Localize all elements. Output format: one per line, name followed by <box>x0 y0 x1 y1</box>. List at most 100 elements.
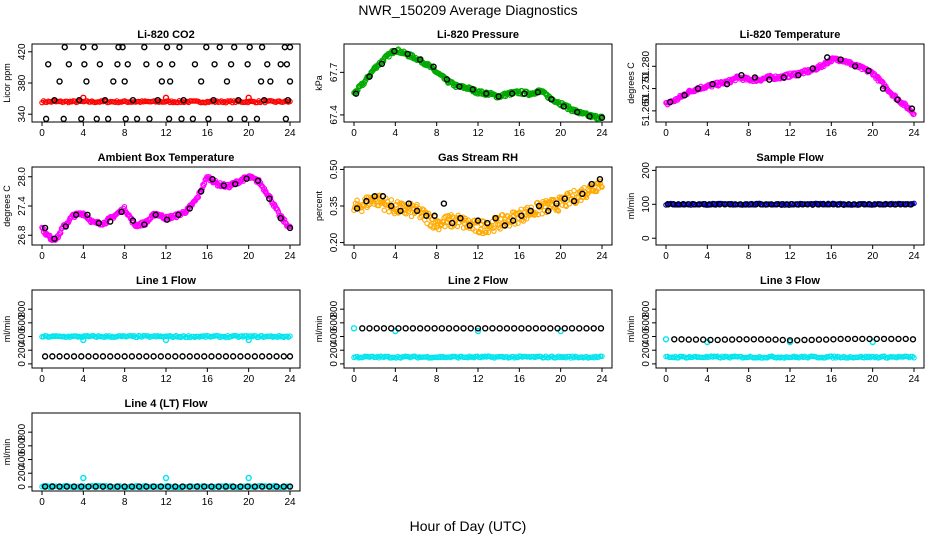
series-0 <box>351 178 605 237</box>
data-point <box>416 325 424 332</box>
data-point <box>395 325 402 332</box>
data-point <box>492 214 499 222</box>
data-point <box>477 229 483 236</box>
data-point <box>590 325 597 332</box>
data-point <box>378 60 386 68</box>
x-tick-label: 0 <box>663 374 669 385</box>
y-tick-label: 200 <box>17 464 28 481</box>
data-point <box>179 483 186 490</box>
y-tick-label: 420 <box>17 43 28 60</box>
x-tick-label: 24 <box>596 374 608 385</box>
data-point <box>172 483 179 490</box>
series-1 <box>80 474 252 482</box>
figure-title: NWR_150209 Average Diagnostics <box>358 2 578 18</box>
data-point <box>414 201 420 208</box>
y-axis-label: ml/min <box>314 316 324 343</box>
x-tick-label: 12 <box>160 497 172 508</box>
data-point <box>193 483 201 490</box>
data-point <box>801 336 808 344</box>
data-point <box>121 483 128 490</box>
data-point <box>186 353 193 360</box>
series-1 <box>353 175 604 229</box>
data-point <box>879 85 887 92</box>
data-point <box>80 43 87 51</box>
y-tick-label: 26.8 <box>17 225 28 245</box>
x-tick-label: 16 <box>202 374 214 385</box>
data-point <box>118 208 125 216</box>
data-point <box>723 80 731 88</box>
y-tick-label: 51.270 <box>641 73 652 104</box>
data-point <box>495 93 502 100</box>
data-point <box>156 61 164 68</box>
plot-frame <box>31 412 301 492</box>
series-2 <box>671 335 917 344</box>
data-point <box>115 43 122 51</box>
data-point <box>168 61 176 68</box>
data-point <box>523 216 530 222</box>
data-point <box>808 336 815 344</box>
data-point <box>223 78 231 85</box>
panel-3: Ambient Box Temperature degrees C 0 4 8 12 16 2… <box>2 152 301 262</box>
data-point <box>409 325 417 332</box>
data-point <box>287 333 293 339</box>
data-point <box>404 50 411 58</box>
y-tick-label: 600 <box>641 314 652 331</box>
panel-1: Li-820 Pressure kPa 0 4 8 12 16 20 24 67.4 67.7 <box>314 29 613 139</box>
data-point <box>78 483 85 490</box>
data-point <box>230 43 238 51</box>
data-point <box>208 353 215 360</box>
data-point <box>264 61 271 68</box>
data-point <box>63 483 71 490</box>
data-point <box>388 197 395 203</box>
panel-title: Line 3 Flow <box>760 275 820 287</box>
data-point <box>41 224 49 232</box>
data-point <box>128 353 136 360</box>
data-point <box>164 353 172 360</box>
x-tick-label: 0 <box>663 251 669 262</box>
data-point <box>189 115 197 123</box>
data-point <box>786 337 794 344</box>
y-tick-label: 67.4 <box>329 105 340 125</box>
x-tick-label: 16 <box>826 374 838 385</box>
data-point <box>397 207 404 215</box>
y-tick-label: 200 <box>641 341 652 358</box>
x-tick-label: 12 <box>160 374 172 385</box>
y-tick-label: 67.7 <box>329 62 340 82</box>
data-point <box>70 353 78 360</box>
data-point <box>114 483 121 490</box>
data-point <box>186 205 193 212</box>
data-point <box>85 353 92 360</box>
data-point <box>273 483 280 490</box>
data-point <box>216 43 223 51</box>
data-point <box>484 219 491 227</box>
x-tick-label: 20 <box>243 251 255 262</box>
panel-title: Line 4 (LT) Flow <box>125 398 208 410</box>
data-point <box>598 114 606 121</box>
data-point <box>721 336 729 343</box>
data-point <box>700 336 707 343</box>
x-tick-label: 12 <box>784 128 796 139</box>
data-point <box>122 115 129 123</box>
panel-5: Sample Flow ml/min 0 4 8 12 16 20 24 0 100 200 <box>626 152 925 262</box>
data-point <box>902 335 909 343</box>
x-tick-label: 24 <box>908 251 920 262</box>
data-point <box>396 209 402 216</box>
data-point <box>822 336 830 343</box>
x-tick-label: 4 <box>81 497 87 508</box>
data-point <box>251 353 259 360</box>
data-point <box>423 212 430 219</box>
series-1 <box>664 201 915 208</box>
data-point <box>554 325 561 332</box>
panel-2: Li-820 Temperature degrees C 0 4 8 12 16 20 24 51… <box>626 29 925 139</box>
data-point <box>352 90 360 97</box>
data-point <box>175 211 182 218</box>
data-point <box>180 96 187 104</box>
data-point <box>80 336 87 344</box>
series-6 <box>61 43 294 51</box>
data-point <box>237 353 244 360</box>
data-point <box>72 211 80 218</box>
y-axis-label: Licor ppm <box>2 63 12 103</box>
y-axis-label: degrees C <box>2 185 12 227</box>
data-point <box>241 115 248 123</box>
data-point <box>463 217 469 224</box>
